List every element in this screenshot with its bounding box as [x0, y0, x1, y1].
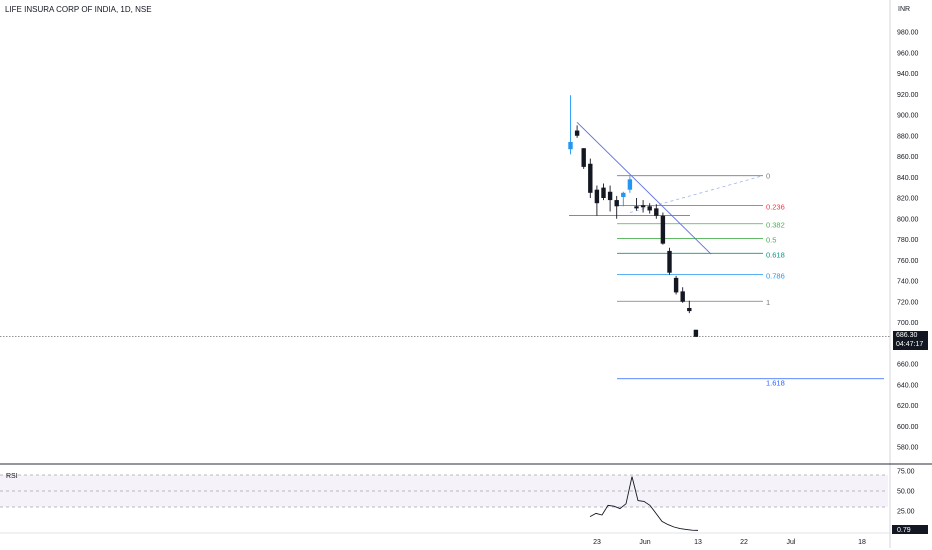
fib-level-label: 0.382	[766, 221, 785, 230]
price-tick-label: 820.00	[897, 196, 919, 203]
candle-body[interactable]	[594, 189, 600, 204]
price-tick-label: 620.00	[897, 403, 919, 410]
candle-body[interactable]	[581, 148, 586, 167]
price-tick-label: 920.00	[897, 92, 919, 99]
candle-body[interactable]	[607, 191, 613, 201]
candle-body[interactable]	[621, 192, 626, 197]
rsi-current-value: 0.79	[897, 527, 911, 534]
fib-trend-connector	[629, 175, 764, 213]
rsi-line	[589, 476, 699, 531]
price-tick-label: 900.00	[897, 113, 919, 120]
fib-level-label: 0	[766, 172, 770, 181]
rsi-tick-label: 50.00	[897, 489, 915, 496]
candle-body[interactable]	[614, 200, 619, 207]
candle-body[interactable]	[693, 329, 699, 337]
rsi-tick-label: 25.00	[897, 509, 915, 516]
price-tick-label: 800.00	[897, 216, 919, 223]
fib-level-label: 0.5	[766, 236, 776, 245]
price-tick-label: 580.00	[897, 445, 919, 452]
price-tick-label: 660.00	[897, 362, 919, 369]
chart-title: LIFE INSURA CORP OF INDIA, 1D, NSE	[5, 5, 152, 14]
countdown-timer: 04:47:17	[896, 341, 924, 348]
price-tick-label: 880.00	[897, 133, 919, 140]
candle-body[interactable]	[667, 250, 672, 273]
price-tick-label: 720.00	[897, 299, 919, 306]
candle-body[interactable]	[601, 187, 606, 198]
time-tick-label: 23	[593, 539, 601, 546]
candle-body[interactable]	[627, 179, 633, 190]
candle-body[interactable]	[640, 205, 646, 208]
candle-body[interactable]	[680, 291, 685, 302]
price-tick-label: 700.00	[897, 320, 919, 327]
candle-body[interactable]	[687, 307, 692, 312]
time-tick-label: 18	[858, 539, 866, 546]
rsi-tick-label: 75.00	[897, 469, 915, 476]
candle-body[interactable]	[673, 277, 679, 293]
trend-line[interactable]	[576, 121, 712, 255]
fib-level-label: 1	[766, 298, 770, 307]
candle-body[interactable]	[654, 208, 659, 216]
price-tick-label: 740.00	[897, 279, 919, 286]
rsi-label: RSI	[6, 473, 18, 480]
candle-body[interactable]	[568, 141, 573, 150]
currency-label: INR	[898, 6, 910, 13]
candle-body[interactable]	[660, 215, 666, 244]
price-tick-label: 600.00	[897, 424, 919, 431]
time-tick-label: Jul	[787, 539, 796, 546]
candle-body[interactable]	[574, 130, 580, 136]
candle-body[interactable]	[634, 206, 639, 209]
time-tick-label: 22	[740, 539, 748, 546]
time-tick-label: 13	[694, 539, 702, 546]
current-price-label: 686.30 04:47:17	[893, 331, 928, 350]
price-tick-label: 640.00	[897, 382, 919, 389]
fib-level-label: 1.618	[766, 379, 785, 388]
price-tick-label: 940.00	[897, 71, 919, 78]
candle-body[interactable]	[647, 206, 652, 211]
fib-level-label: 0.618	[766, 250, 785, 259]
price-tick-label: 960.00	[897, 50, 919, 57]
current-price-value: 686.30	[896, 332, 918, 339]
price-tick-label: 780.00	[897, 237, 919, 244]
price-tick-label: 980.00	[897, 30, 919, 37]
price-tick-label: 840.00	[897, 175, 919, 182]
price-tick-label: 860.00	[897, 154, 919, 161]
fib-level-label: 0.786	[766, 271, 785, 280]
time-tick-label: Jun	[639, 539, 650, 546]
fib-level-label: 0.236	[766, 202, 785, 211]
rsi-current-badge	[892, 525, 928, 534]
price-tick-label: 760.00	[897, 258, 919, 265]
candle-body[interactable]	[588, 163, 593, 193]
